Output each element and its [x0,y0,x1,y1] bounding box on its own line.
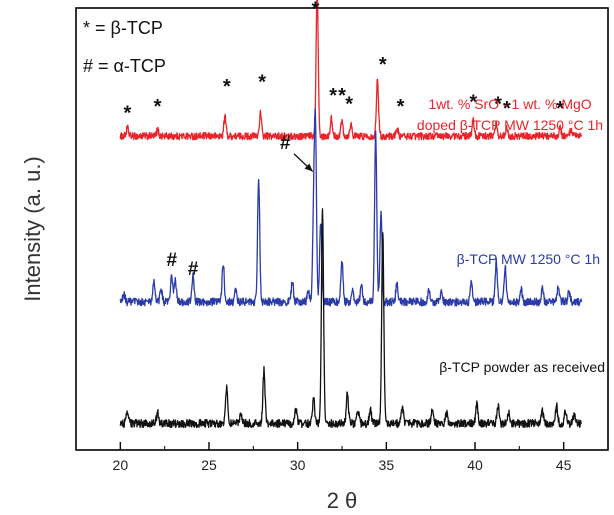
beta-tcp-marker: * [312,0,320,21]
x-axis-title: 2 θ [327,488,358,513]
legend-alpha-tcp: # = α-TCP [83,56,166,76]
x-tick-label: 30 [290,457,306,473]
x-tick-label: 20 [113,457,129,473]
x-tick-label: 40 [467,457,483,473]
spectrum-line [119,208,582,429]
x-tick-label: 25 [201,457,217,473]
plot-frame [75,7,609,451]
beta-tcp-marker: * [469,91,477,113]
beta-tcp-marker: * [154,96,162,118]
series-label-mw: β-TCP MW 1250 °C 1h [457,251,600,267]
series-layer [119,0,583,429]
beta-tcp-marker: * [329,85,337,107]
alpha-tcp-marker: # [166,250,177,271]
x-axis: 20 25 30 35 40 45 [75,442,609,473]
beta-tcp-marker: * [258,72,266,94]
series-label-doped-line1: 1wt. % SrO - 1 wt. % MgO [428,96,591,112]
beta-tcp-marker: * [345,94,353,116]
spectrum-line [119,0,583,141]
beta-tcp-marker: * [223,76,231,98]
legend-beta-tcp: * = β-TCP [83,18,163,38]
beta-tcp-marker: * [338,85,346,107]
beta-tcp-marker: * [503,98,511,120]
spectrum-line [119,108,583,307]
x-tick-label: 45 [556,457,572,473]
series-label-powder: β-TCP powder as received [439,359,605,375]
annotation-layer: * ** *** * *** * * * *# ## [124,0,565,280]
beta-tcp-marker: * [556,98,564,120]
series-label-doped-line2: doped β-TCP MW 1250 °C 1h [417,117,603,133]
y-axis-title: Intensity (a. u.) [20,156,45,302]
beta-tcp-marker: * [379,54,387,76]
alpha-tcp-marker: # [280,133,291,154]
x-tick-label: 35 [379,457,395,473]
beta-tcp-marker: * [124,102,132,124]
alpha-arrow-head [304,163,313,172]
beta-tcp-marker: * [494,94,502,116]
beta-tcp-marker: * [397,96,405,118]
alpha-tcp-marker: # [188,259,199,280]
